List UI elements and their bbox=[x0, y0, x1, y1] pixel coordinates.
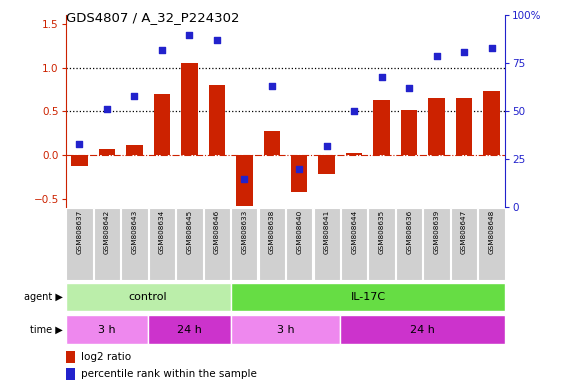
Point bbox=[75, 141, 84, 147]
FancyBboxPatch shape bbox=[341, 208, 367, 280]
FancyBboxPatch shape bbox=[231, 208, 258, 280]
Bar bbox=[71, 155, 88, 166]
Text: GSM808634: GSM808634 bbox=[159, 210, 165, 254]
FancyBboxPatch shape bbox=[94, 208, 120, 280]
Text: GSM808648: GSM808648 bbox=[489, 210, 494, 254]
Point bbox=[405, 85, 414, 91]
FancyBboxPatch shape bbox=[340, 315, 505, 344]
FancyBboxPatch shape bbox=[66, 315, 148, 344]
Bar bbox=[483, 91, 500, 155]
FancyBboxPatch shape bbox=[66, 283, 231, 311]
Text: GSM808639: GSM808639 bbox=[433, 210, 440, 254]
FancyBboxPatch shape bbox=[313, 208, 340, 280]
Text: GSM808635: GSM808635 bbox=[379, 210, 385, 254]
Bar bbox=[428, 98, 445, 155]
Text: IL-17C: IL-17C bbox=[351, 292, 385, 302]
Text: GSM808637: GSM808637 bbox=[77, 210, 82, 254]
FancyBboxPatch shape bbox=[424, 208, 450, 280]
Text: 3 h: 3 h bbox=[98, 324, 116, 335]
Text: GSM808638: GSM808638 bbox=[269, 210, 275, 254]
FancyBboxPatch shape bbox=[368, 208, 395, 280]
Bar bbox=[263, 131, 280, 155]
Text: time ▶: time ▶ bbox=[30, 324, 63, 335]
Point bbox=[185, 31, 194, 38]
Point bbox=[130, 93, 139, 99]
FancyBboxPatch shape bbox=[176, 208, 203, 280]
Point bbox=[212, 37, 222, 43]
Bar bbox=[291, 155, 307, 192]
Bar bbox=[66, 351, 75, 363]
Bar bbox=[373, 100, 390, 155]
Text: agent ▶: agent ▶ bbox=[24, 292, 63, 302]
Point bbox=[240, 175, 249, 182]
Text: GDS4807 / A_32_P224302: GDS4807 / A_32_P224302 bbox=[66, 12, 239, 25]
Point bbox=[460, 49, 469, 55]
FancyBboxPatch shape bbox=[121, 208, 147, 280]
FancyBboxPatch shape bbox=[204, 208, 230, 280]
Text: GSM808633: GSM808633 bbox=[242, 210, 247, 254]
Text: GSM808646: GSM808646 bbox=[214, 210, 220, 254]
Bar bbox=[181, 63, 198, 155]
Bar bbox=[99, 149, 115, 155]
Bar bbox=[319, 155, 335, 174]
Text: GSM808636: GSM808636 bbox=[406, 210, 412, 254]
Text: 24 h: 24 h bbox=[177, 324, 202, 335]
Text: GSM808641: GSM808641 bbox=[324, 210, 329, 254]
Point bbox=[322, 143, 331, 149]
Bar bbox=[456, 98, 472, 155]
Bar bbox=[346, 153, 363, 155]
Text: log2 ratio: log2 ratio bbox=[81, 352, 131, 362]
Point bbox=[487, 45, 496, 51]
Bar bbox=[401, 109, 417, 155]
Point bbox=[295, 166, 304, 172]
FancyBboxPatch shape bbox=[478, 208, 505, 280]
FancyBboxPatch shape bbox=[231, 315, 340, 344]
Text: GSM808644: GSM808644 bbox=[351, 210, 357, 254]
Point bbox=[432, 53, 441, 59]
Text: percentile rank within the sample: percentile rank within the sample bbox=[81, 369, 257, 379]
Point bbox=[157, 47, 166, 53]
FancyBboxPatch shape bbox=[148, 315, 231, 344]
Bar bbox=[126, 144, 143, 155]
Text: GSM808642: GSM808642 bbox=[104, 210, 110, 254]
Text: 24 h: 24 h bbox=[411, 324, 435, 335]
Bar bbox=[154, 94, 170, 155]
FancyBboxPatch shape bbox=[396, 208, 423, 280]
Text: GSM808643: GSM808643 bbox=[131, 210, 138, 254]
FancyBboxPatch shape bbox=[259, 208, 285, 280]
Bar bbox=[236, 155, 252, 205]
Text: GSM808647: GSM808647 bbox=[461, 210, 467, 254]
Point bbox=[349, 108, 359, 114]
Bar bbox=[66, 368, 75, 380]
Text: GSM808640: GSM808640 bbox=[296, 210, 302, 254]
Bar bbox=[208, 85, 225, 155]
Text: control: control bbox=[129, 292, 167, 302]
FancyBboxPatch shape bbox=[66, 208, 93, 280]
FancyBboxPatch shape bbox=[231, 283, 505, 311]
FancyBboxPatch shape bbox=[451, 208, 477, 280]
FancyBboxPatch shape bbox=[286, 208, 312, 280]
Text: 3 h: 3 h bbox=[277, 324, 294, 335]
Point bbox=[377, 74, 386, 80]
Text: GSM808645: GSM808645 bbox=[186, 210, 192, 254]
Point bbox=[267, 83, 276, 89]
Point bbox=[102, 106, 111, 113]
FancyBboxPatch shape bbox=[148, 208, 175, 280]
